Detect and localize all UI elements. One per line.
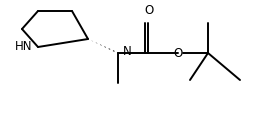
Text: O: O (144, 4, 154, 17)
Text: N: N (123, 45, 132, 58)
Text: HN: HN (14, 39, 32, 52)
Text: O: O (173, 47, 183, 60)
